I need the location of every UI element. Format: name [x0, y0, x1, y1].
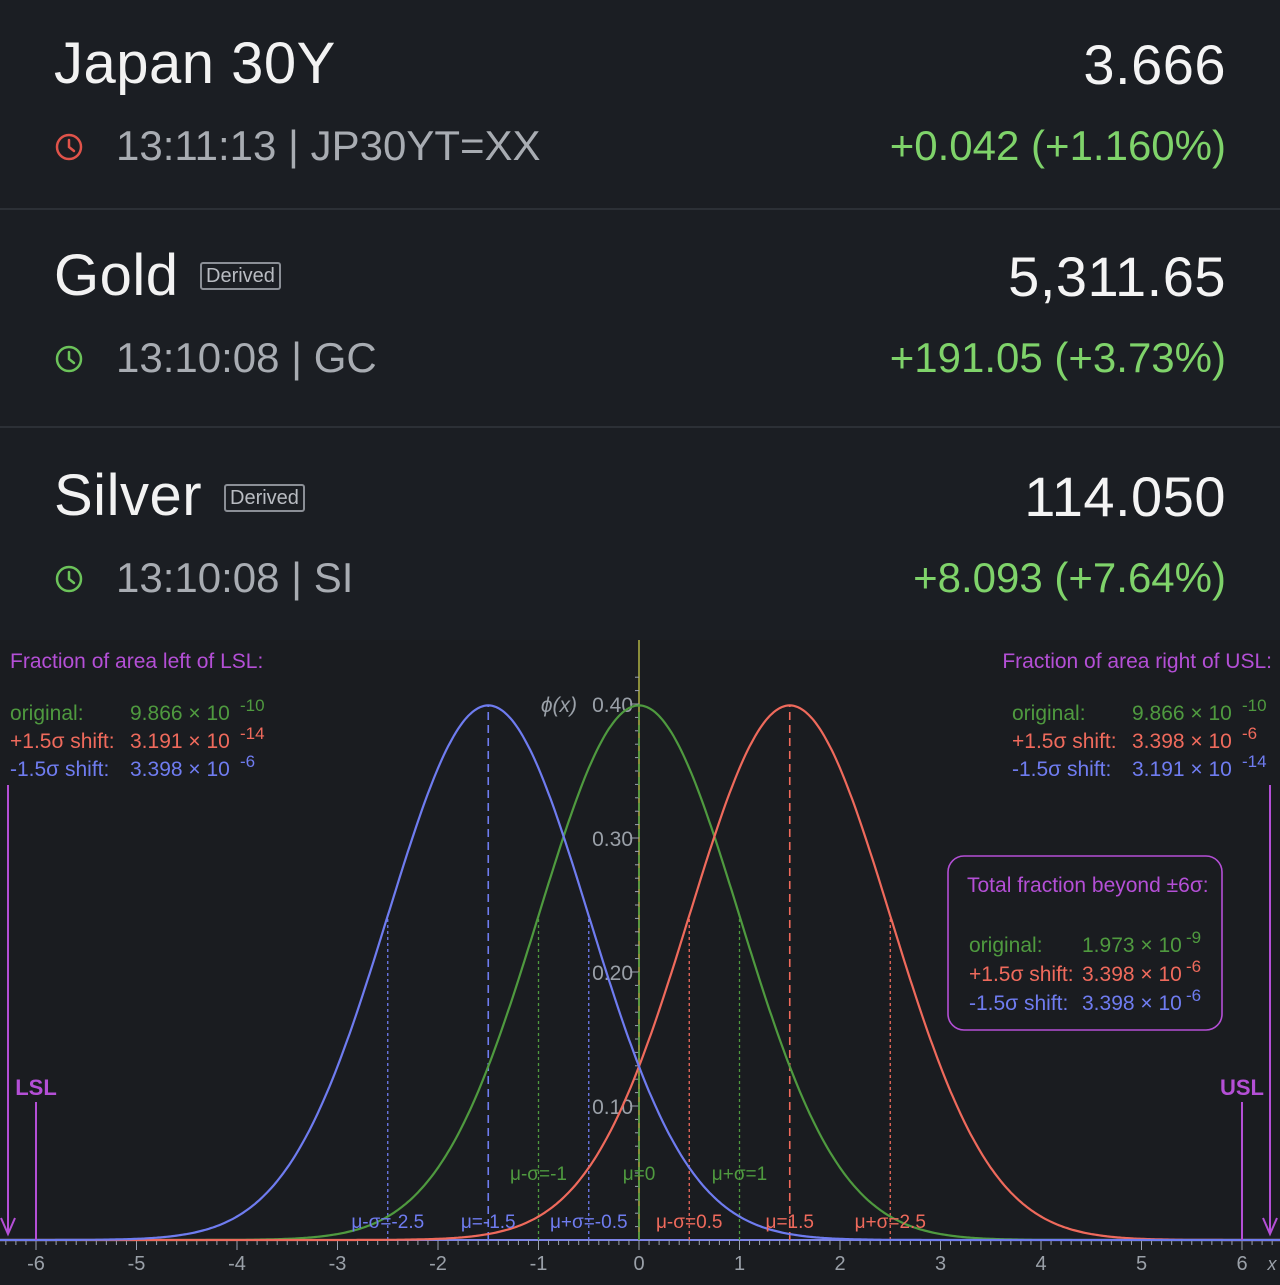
clock-icon [55, 133, 83, 161]
y-tick-label: 0.30 [592, 828, 633, 851]
right-area-box-row-exponent: -10 [1242, 696, 1267, 715]
ticker-row-japan-30y[interactable]: Japan 30Y 3.666 13:11:13 | JP30YT=XX +0.… [0, 0, 1280, 210]
spec-limit-label: USL [1220, 1075, 1264, 1100]
ticker-price: 3.666 [1083, 33, 1226, 96]
ticker-change: +8.093 (+7.64%) [913, 554, 1226, 601]
ticker-list: Japan 30Y 3.666 13:11:13 | JP30YT=XX +0.… [0, 0, 1280, 640]
y-axis-label: ϕ(x) [541, 694, 577, 717]
x-tick-label: -5 [128, 1253, 146, 1275]
normal-distribution-chart: -6 -5 -4 -3 -2 -1 0 1 2 3 4 5 6 x0.100.200.300.40ϕ(x)… [0, 640, 1280, 1275]
x-tick-label: 1 [734, 1253, 745, 1275]
right-area-box-row-value: 3.191 × 10 [1132, 758, 1232, 781]
marker-label: μ+σ=2.5 [855, 1212, 926, 1233]
ticker-row-gold[interactable]: Gold Derived 5,311.65 13:10:08 | GC +191… [0, 208, 1280, 428]
derived-badge: Derived [200, 262, 281, 290]
x-tick-label: 5 [1136, 1253, 1147, 1275]
ticker-name: Silver [54, 463, 203, 528]
y-tick-label: 0.20 [592, 962, 633, 985]
clock-icon [55, 345, 83, 373]
ticker-price: 114.050 [1024, 465, 1226, 528]
left-area-box-row-exponent: -6 [240, 752, 255, 771]
ticker-time-symbol: 13:11:13 | JP30YT=XX [116, 122, 541, 169]
right-area-box-row-label: original: [1012, 702, 1086, 725]
marker-label: μ=-1.5 [461, 1212, 516, 1233]
x-tick-label: -4 [228, 1253, 246, 1275]
right-edge-arrow [1262, 1217, 1278, 1237]
ticker-time-symbol: 13:10:08 | SI [116, 554, 354, 601]
y-tick-label: 0.40 [592, 694, 633, 717]
right-area-box-row-label: -1.5σ shift: [1012, 758, 1111, 781]
chart-panel: -6 -5 -4 -3 -2 -1 0 1 2 3 4 5 6 x 0.10 0.20 0.30 0.40 ϕ(x)… [0, 640, 1280, 1280]
x-tick-label: 4 [1035, 1253, 1046, 1275]
total-fraction-title: Total fraction beyond ±6σ: [967, 874, 1209, 897]
left-area-box-row-exponent: -14 [240, 724, 265, 743]
right-area-box-row-exponent: -14 [1242, 752, 1267, 771]
marker-label: μ+σ=-0.5 [550, 1212, 628, 1233]
density-curve--1-5-shift [0, 704, 1280, 1242]
marker-label: μ-σ=0.5 [656, 1212, 723, 1233]
spec-limit-label: LSL [15, 1075, 57, 1100]
total-fraction-row-exponent: -9 [1186, 928, 1201, 947]
total-fraction-row-value: 1.973 × 10 [1082, 934, 1182, 957]
total-fraction-row-exponent: -6 [1186, 957, 1201, 976]
total-fraction-row-exponent: -6 [1186, 986, 1201, 1005]
x-tick-label: -2 [429, 1253, 447, 1275]
derived-badge: Derived [224, 484, 305, 512]
y-tick-label: 0.10 [592, 1096, 633, 1119]
right-area-box-row-value: 3.398 × 10 [1132, 730, 1232, 753]
left-edge-arrow [0, 1217, 16, 1237]
marker-label: μ=1.5 [766, 1212, 814, 1233]
total-fraction-box [947, 855, 1223, 1031]
ticker-time-symbol: 13:10:08 | GC [116, 334, 377, 381]
total-fraction-row-value: 3.398 × 10 [1082, 992, 1182, 1015]
left-area-box-row-value: 3.191 × 10 [130, 730, 230, 753]
left-area-box-row-label: +1.5σ shift: [10, 730, 115, 753]
left-area-box-row-label: original: [10, 702, 84, 725]
left-area-box-row-value: 3.398 × 10 [130, 758, 230, 781]
ticker-change: +191.05 (+3.73%) [889, 334, 1226, 381]
x-tick-label: 3 [935, 1253, 946, 1275]
x-tick-label: 0 [633, 1253, 644, 1275]
marker-label: μ-σ=-2.5 [351, 1212, 424, 1233]
left-area-box-row-exponent: -10 [240, 696, 265, 715]
x-tick-label: -1 [530, 1253, 548, 1275]
ticker-name: Gold [54, 243, 179, 308]
x-tick-label: -3 [329, 1253, 347, 1275]
x-tick-label: 2 [834, 1253, 845, 1275]
right-area-box-row-label: +1.5σ shift: [1012, 730, 1117, 753]
left-area-box-title: Fraction of area left of LSL: [10, 650, 263, 673]
ticker-name: Japan 30Y [54, 31, 336, 96]
marker-label: μ-σ=-1 [510, 1164, 567, 1185]
left-area-box-row-value: 9.866 × 10 [130, 702, 230, 725]
right-area-box-row-exponent: -6 [1242, 724, 1257, 743]
total-fraction-row-label: original: [969, 934, 1043, 957]
ticker-price: 5,311.65 [1008, 245, 1226, 308]
total-fraction-row-label: +1.5σ shift: [969, 963, 1074, 986]
x-tick-label: 6 [1236, 1253, 1247, 1275]
x-axis-label: x [1267, 1254, 1278, 1274]
ticker-row-silver[interactable]: Silver Derived 114.050 13:10:08 | SI +8.… [0, 428, 1280, 640]
ticker-change: +0.042 (+1.160%) [889, 122, 1226, 169]
marker-label: μ=0 [623, 1164, 656, 1185]
left-area-box-row-label: -1.5σ shift: [10, 758, 109, 781]
right-area-box-title: Fraction of area right of USL: [1002, 650, 1272, 673]
clock-icon [55, 565, 83, 593]
total-fraction-row-value: 3.398 × 10 [1082, 963, 1182, 986]
marker-label: μ+σ=1 [712, 1164, 767, 1185]
x-tick-label: -6 [27, 1253, 45, 1275]
right-area-box-row-value: 9.866 × 10 [1132, 702, 1232, 725]
total-fraction-row-label: -1.5σ shift: [969, 992, 1068, 1015]
